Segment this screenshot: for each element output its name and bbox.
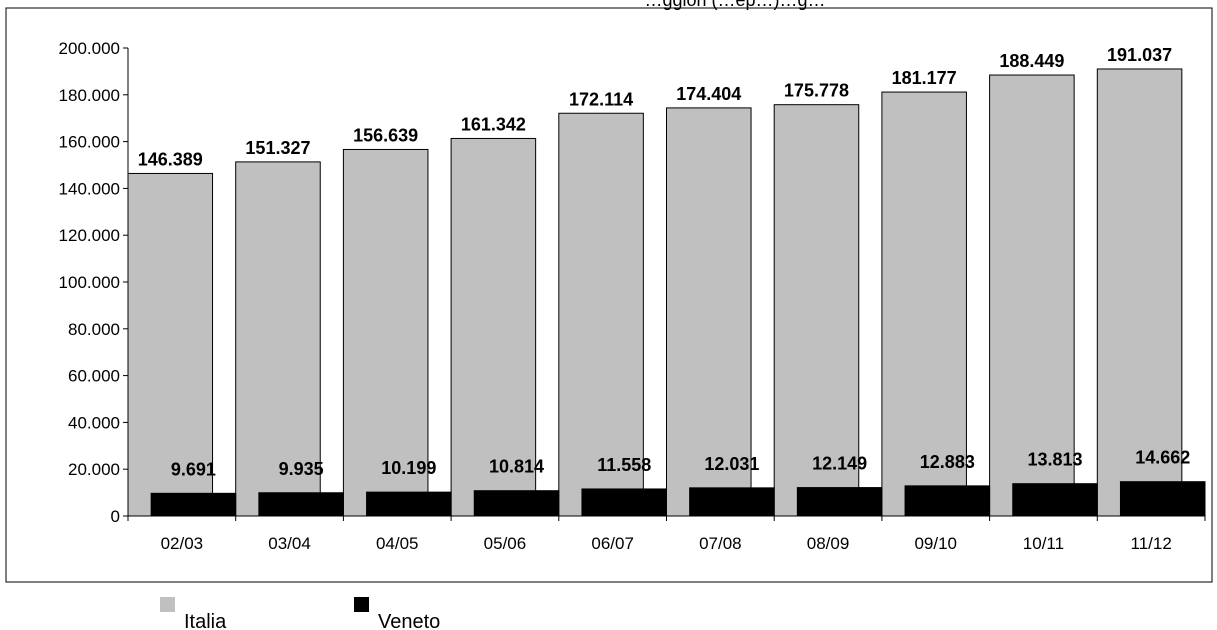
y-tick-label: 80.000 (68, 320, 120, 339)
bar-veneto (366, 491, 452, 517)
legend-label-veneto: Veneto (378, 611, 440, 630)
y-tick-label: 0 (111, 507, 120, 526)
x-tick-label: 11/12 (1131, 534, 1172, 553)
data-label-italia: 151.327 (245, 138, 310, 158)
bar-veneto (581, 488, 668, 517)
bars (127, 68, 1206, 517)
data-label-veneto: 12.883 (920, 452, 975, 472)
y-tick-label: 160.000 (59, 133, 120, 152)
x-tick-label: 10/11 (1023, 534, 1064, 553)
data-labels: 146.389 151.327 156.639 161.342 172.114 174.4… (138, 45, 1191, 479)
data-label-veneto: 12.031 (704, 454, 759, 474)
x-tick-label: 08/09 (807, 534, 850, 553)
data-label-italia: 156.639 (353, 125, 418, 145)
y-tick-label: 120.000 (59, 226, 120, 245)
bar-italia (666, 107, 752, 517)
data-label-veneto: 9.691 (171, 459, 216, 479)
bar-veneto (689, 487, 775, 517)
chart-title: …ggiori (…ep…)…g… (644, 0, 825, 10)
bar-italia (235, 161, 321, 517)
legend-swatch-italia (160, 597, 175, 612)
x-tick-label: 06/07 (591, 534, 634, 553)
bar-veneto (796, 487, 883, 517)
data-label-veneto: 10.814 (489, 457, 544, 477)
bar-italia (1096, 68, 1183, 517)
data-label-veneto: 14.662 (1135, 448, 1190, 468)
y-tick-label: 200.000 (59, 39, 120, 58)
data-label-veneto: 13.813 (1027, 450, 1082, 470)
y-tick-label: 100.000 (59, 273, 120, 292)
data-label-veneto: 11.558 (597, 455, 651, 475)
data-label-italia: 146.389 (138, 149, 203, 169)
legend-label-italia: Italia (184, 611, 227, 630)
bar-veneto (904, 485, 991, 517)
data-label-italia: 191.037 (1107, 45, 1172, 65)
x-tick-label: 07/08 (699, 534, 742, 553)
bar-veneto (1012, 483, 1098, 517)
data-label-veneto: 10.199 (381, 458, 436, 478)
x-tick-label: 05/06 (484, 534, 527, 553)
bar-italia (342, 148, 429, 517)
bar-veneto (473, 490, 560, 517)
y-tick-label: 180.000 (59, 86, 120, 105)
x-tick-label: 04/05 (376, 534, 419, 553)
bar-italia (989, 74, 1075, 517)
data-label-veneto: 12.149 (812, 454, 867, 474)
data-label-italia: 181.177 (892, 68, 957, 88)
legend-swatch-veneto (354, 597, 369, 612)
x-tick-label: 02/03 (161, 534, 204, 553)
bar-veneto (1119, 481, 1206, 517)
x-tick-label: 09/10 (914, 534, 957, 553)
bar-italia (450, 137, 537, 517)
y-tick-label: 60.000 (68, 367, 120, 386)
data-label-italia: 161.342 (461, 114, 526, 134)
data-label-italia: 188.449 (999, 51, 1064, 71)
legend: Italia Veneto (160, 597, 440, 630)
bar-italia (773, 104, 860, 517)
bar-veneto (258, 492, 344, 517)
data-label-veneto: 9.935 (279, 459, 324, 479)
y-tick-label: 140.000 (59, 179, 120, 198)
data-label-italia: 174.404 (676, 84, 741, 104)
bar-italia (127, 172, 214, 517)
data-label-italia: 172.114 (569, 89, 633, 109)
bar-veneto (150, 492, 237, 517)
bar-italia (881, 91, 967, 517)
data-label-italia: 175.778 (784, 81, 849, 101)
x-tick-label: 03/04 (268, 534, 311, 553)
y-tick-label: 40.000 (68, 413, 120, 432)
y-tick-label: 20.000 (68, 460, 120, 479)
